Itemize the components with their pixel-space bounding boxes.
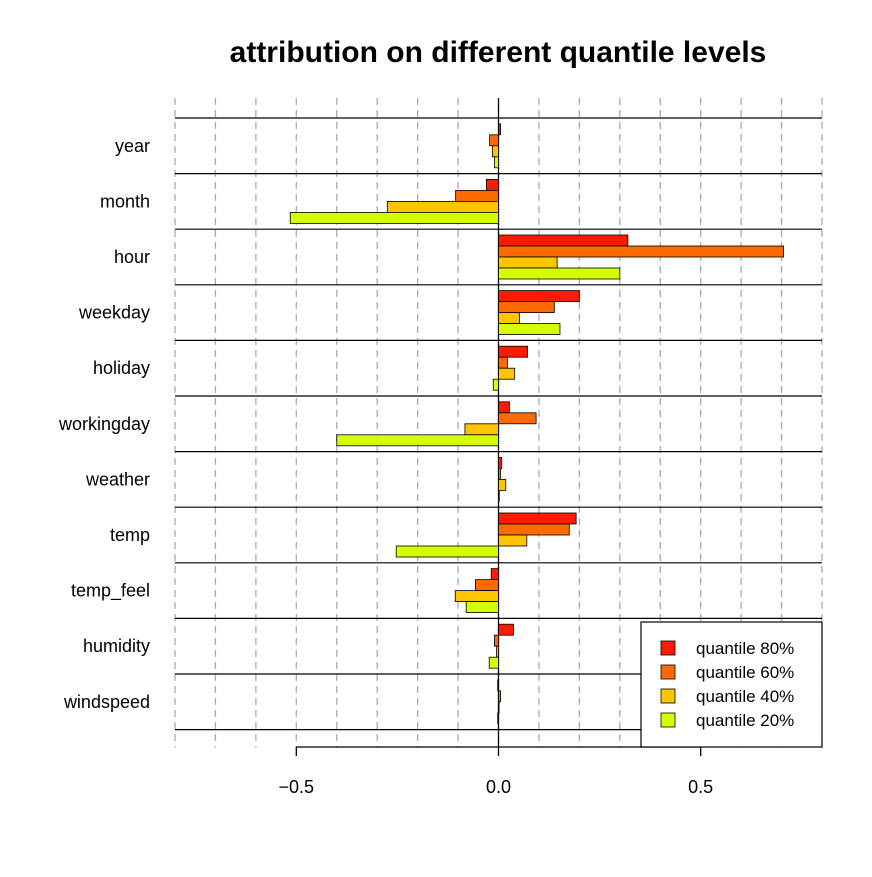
x-tick-label: −0.5 [279,777,315,797]
bars [289,123,784,725]
bar-weekday-series-1 [498,290,580,303]
bar-humidity-series-3 [496,645,499,658]
bar-temp-feel-series-2 [475,579,499,591]
legend-swatch [660,664,676,680]
legend-label: quantile 60% [696,663,794,682]
bar-workingday-series-4 [336,434,499,447]
category-label-month: month [100,191,150,211]
bar-workingday-series-1 [498,401,510,414]
legend-swatch [660,712,676,728]
bar-temp-feel-series-4 [465,601,499,613]
bar-windspeed-series-2 [498,690,501,703]
category-label-weather: weather [85,469,150,489]
bar-hour-series-4 [498,267,621,280]
bar-weather-series-1 [498,456,503,469]
bar-temp-series-4 [395,545,499,558]
bar-month-series-3 [386,200,499,213]
bar-temp-series-1 [498,512,577,525]
bar-workingday-series-2 [498,412,537,425]
category-label-holiday: holiday [93,358,150,378]
bar-weekday-series-2 [498,301,555,314]
bar-windspeed-series-4 [497,712,499,725]
bar-humidity-series-2 [494,634,499,647]
bar-weekday-series-3 [498,312,520,325]
bar-temp-feel-series-3 [454,590,499,602]
bar-month-series-2 [455,189,499,202]
bar-temp-series-3 [498,534,528,547]
bar-year-series-3 [492,145,499,158]
bar-year-series-2 [489,134,499,147]
bar-weather-series-2 [498,467,501,480]
category-labels: year month hour weekday holiday workingday wea… [58,136,150,712]
x-axis: −0.5 0.0 0.5 [279,746,713,797]
bar-windspeed-series-1 [497,679,499,692]
bar-year-series-1 [498,123,501,136]
bar-temp-feel-series-1 [490,568,499,580]
bar-weekday-series-4 [498,323,561,336]
bar-hour-series-2 [498,245,784,258]
bar-month-series-4 [289,211,499,224]
bar-holiday-series-1 [498,345,529,358]
legend-label: quantile 20% [696,711,794,730]
legend-swatch [660,688,676,704]
category-label-temp: temp [110,525,150,545]
bar-month-series-1 [485,178,499,191]
x-tick-label: 0.5 [688,777,713,797]
legend-label: quantile 80% [696,639,794,658]
bar-windspeed-series-3 [498,701,500,714]
bar-temp-series-2 [498,523,570,536]
category-label-weekday: weekday [78,303,150,323]
bar-humidity-series-1 [498,623,514,636]
legend-label: quantile 40% [696,687,794,706]
category-label-hour: hour [114,247,150,267]
bar-weather-series-4 [498,489,500,502]
legend: quantile 80% quantile 60% quantile 40% quan… [640,621,823,748]
bar-hour-series-3 [498,256,558,269]
chart-title: attribution on different quantile levels [230,36,767,69]
category-label-windspeed: windspeed [63,692,150,712]
bar-holiday-series-4 [492,378,499,391]
category-label-year: year [115,136,150,156]
category-label-humidity: humidity [83,636,150,656]
bar-humidity-series-4 [488,656,499,669]
x-tick-label: 0.0 [486,777,511,797]
bar-weather-series-3 [498,478,507,491]
legend-swatch [660,640,676,656]
category-label-temp-feel: temp_feel [71,581,150,602]
bar-holiday-series-2 [498,356,508,369]
category-label-workingday: workingday [58,414,150,434]
bar-holiday-series-3 [498,367,516,380]
bar-workingday-series-3 [464,423,499,436]
bar-hour-series-1 [498,234,629,247]
bar-year-series-4 [494,156,499,169]
